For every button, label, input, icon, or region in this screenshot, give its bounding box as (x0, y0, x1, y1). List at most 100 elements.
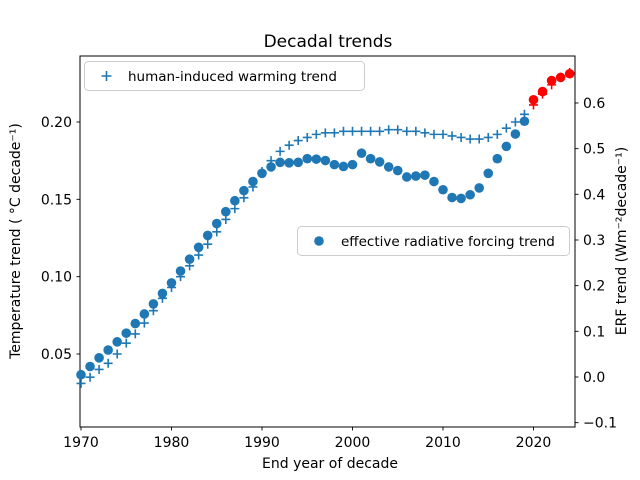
data-point-plus (510, 117, 520, 127)
data-point-circle (411, 171, 421, 181)
data-point-circle (492, 153, 503, 164)
data-point-plus (483, 132, 493, 142)
axis-ticks: 1970 1980 1990 2000 2010 20200.050.100.150.20… (41, 96, 617, 451)
data-point-circle (175, 266, 186, 276)
data-point-plus (212, 227, 222, 237)
data-point-plus (103, 358, 113, 368)
data-point-circle (501, 141, 512, 152)
y-right-tick-label: 0.4 (583, 187, 605, 203)
plus-marker-icon (101, 71, 112, 81)
x-axis-label: End year of decade (262, 456, 398, 472)
data-point-plus (366, 126, 376, 136)
y-left-tick-label: 0.10 (41, 270, 72, 286)
data-point-circle (139, 309, 150, 319)
data-point-circle (266, 162, 276, 172)
data-point-circle (284, 158, 294, 168)
data-point-plus (384, 125, 394, 135)
y-right-tick-label: 0.3 (583, 233, 605, 249)
data-point-plus (320, 128, 330, 138)
data-point-plus (139, 318, 149, 328)
data-point-plus (230, 204, 240, 214)
data-point-plus (76, 378, 86, 388)
data-point-circle (230, 195, 240, 206)
data-point-circle (320, 155, 331, 166)
data-point-circle (537, 86, 548, 97)
data-point-circle (221, 206, 231, 217)
data-point-plus (130, 329, 140, 339)
data-point-plus (121, 338, 131, 348)
circle-marker-icon (314, 236, 324, 246)
data-point-circle (166, 278, 177, 288)
data-point-plus (284, 140, 294, 150)
data-point-circle (148, 299, 159, 309)
y-right-tick-label: −0.1 (583, 416, 617, 432)
data-point-circle (193, 242, 204, 253)
data-point-circle (546, 75, 557, 86)
data-point-circle (338, 161, 349, 172)
data-point-plus (411, 126, 421, 136)
data-point-circle (402, 172, 412, 182)
y-right-tick-label: 0.5 (583, 142, 605, 158)
data-point-circle (383, 162, 394, 172)
y-axis-label-right: ERF trend (Wm⁻²decade⁻¹) (614, 147, 630, 336)
data-point-circle (103, 345, 113, 355)
data-point-plus (302, 132, 312, 142)
data-point-circle (564, 68, 575, 79)
data-point-circle (438, 184, 448, 195)
data-point-plus (311, 129, 321, 139)
data-point-circle (447, 192, 457, 203)
legend-warming: human-induced warming trend (84, 61, 365, 91)
data-point-circle (184, 254, 195, 264)
data-point-plus (447, 131, 457, 141)
data-point-plus (357, 126, 367, 136)
data-point-circle (76, 369, 86, 380)
series-circle (76, 68, 575, 380)
data-point-circle (94, 353, 104, 363)
data-point-plus (492, 129, 502, 139)
y-right-tick-label: 0.2 (583, 279, 605, 295)
data-point-plus (94, 364, 104, 374)
chart-title: Decadal trends (264, 32, 393, 52)
data-point-circle (239, 185, 249, 196)
data-point-plus (402, 126, 412, 136)
legend-erf: effective radiative forcing trend (297, 226, 570, 256)
data-point-plus (474, 134, 484, 144)
data-point-circle (302, 153, 313, 164)
y-left-tick-label: 0.20 (41, 115, 72, 131)
data-point-plus (203, 239, 213, 249)
data-point-plus (329, 128, 339, 138)
data-point-circle (112, 337, 122, 347)
data-point-plus (85, 372, 95, 382)
x-tick-label: 1970 (63, 435, 99, 451)
data-point-plus (501, 123, 511, 133)
data-point-plus (275, 146, 285, 156)
data-point-plus (393, 125, 403, 135)
x-tick-label: 2010 (425, 435, 461, 451)
data-point-plus (420, 128, 430, 138)
data-point-circle (257, 168, 267, 179)
y-left-tick-label: 0.05 (41, 347, 72, 363)
data-point-plus (348, 126, 357, 136)
data-point-circle (211, 218, 222, 229)
legend-warming-box (84, 61, 365, 91)
data-point-circle (456, 193, 466, 204)
data-point-plus (112, 349, 122, 359)
legend-erf-box (297, 226, 570, 256)
data-point-circle (311, 154, 322, 164)
data-point-circle (374, 157, 385, 167)
data-point-circle (157, 288, 168, 299)
data-point-plus (293, 136, 303, 146)
x-tick-label: 2000 (335, 435, 371, 451)
data-point-circle (293, 157, 304, 168)
data-point-circle (519, 116, 530, 127)
y-right-tick-label: 0.1 (583, 324, 605, 340)
y-right-tick-label: 0.0 (583, 370, 605, 386)
data-point-circle (365, 153, 376, 164)
data-point-circle (555, 72, 566, 83)
plot-area (79, 55, 576, 428)
data-point-circle (510, 129, 521, 139)
data-point-circle (85, 361, 95, 372)
data-point-circle (392, 165, 403, 176)
